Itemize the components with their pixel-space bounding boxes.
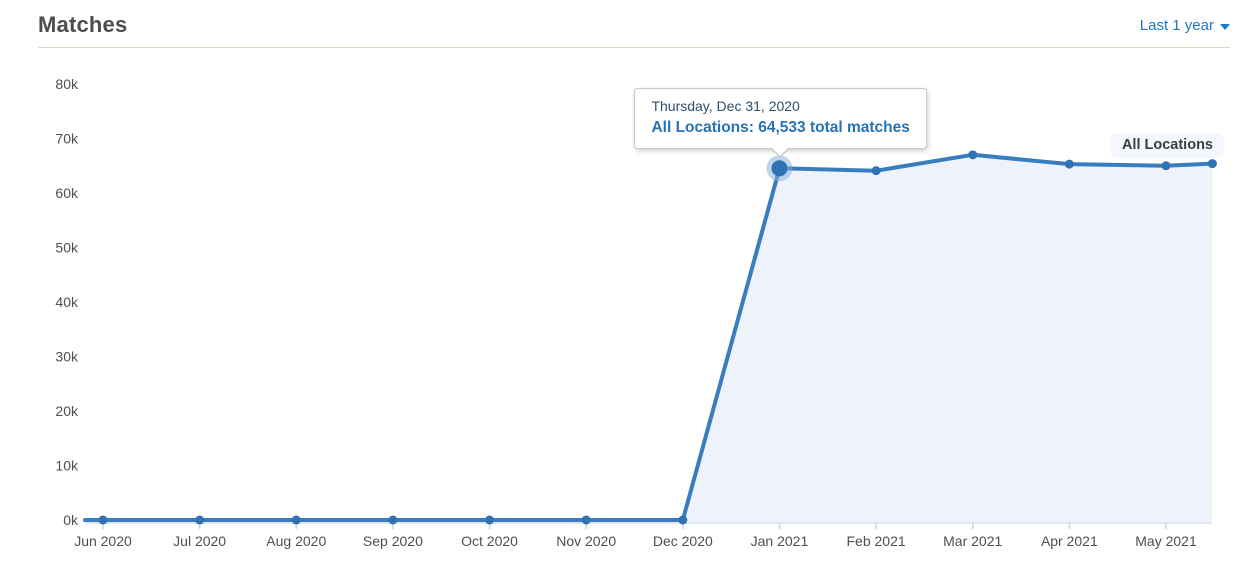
chart-area-fill <box>85 154 1213 523</box>
y-axis-label: 0k <box>63 512 79 528</box>
header-divider <box>38 47 1230 48</box>
data-point[interactable] <box>388 515 398 525</box>
data-point[interactable] <box>291 515 301 525</box>
data-point[interactable] <box>968 150 978 160</box>
data-point[interactable] <box>678 515 688 525</box>
x-axis-label: Oct 2020 <box>461 533 518 549</box>
data-point[interactable] <box>485 515 495 525</box>
y-axis-label: 20k <box>55 403 79 419</box>
y-axis-label: 60k <box>55 185 79 201</box>
y-axis-label: 30k <box>55 349 79 365</box>
x-axis-label: May 2021 <box>1135 533 1197 549</box>
x-axis-label: Feb 2021 <box>847 533 906 549</box>
x-axis-label: Sep 2020 <box>363 533 423 549</box>
x-axis-label: Mar 2021 <box>943 533 1002 549</box>
chart-tooltip: Thursday, Dec 31, 2020 All Locations: 64… <box>634 88 927 158</box>
y-axis-label: 70k <box>55 131 79 147</box>
x-axis-label: Jul 2020 <box>173 533 226 549</box>
series-label-all-locations: All Locations <box>1110 133 1224 158</box>
chevron-down-icon <box>1220 23 1230 30</box>
y-axis-label: 10k <box>55 458 79 474</box>
data-point[interactable] <box>581 515 591 525</box>
y-axis-label: 80k <box>55 76 79 92</box>
y-axis-label: 50k <box>55 240 79 256</box>
data-point[interactable] <box>1207 159 1217 169</box>
x-axis-label: Jan 2021 <box>751 533 809 549</box>
data-point[interactable] <box>1064 159 1074 169</box>
x-axis-label: Aug 2020 <box>266 533 326 549</box>
time-range-label: Last 1 year <box>1139 17 1214 34</box>
tooltip-date: Thursday, Dec 31, 2020 <box>651 98 800 114</box>
data-point[interactable] <box>1161 161 1171 171</box>
time-range-dropdown[interactable]: Last 1 year <box>1140 17 1230 34</box>
tooltip-value-text: All Locations: 64,533 total matches <box>651 119 910 136</box>
data-point-highlighted[interactable] <box>771 160 788 177</box>
page-title: Matches <box>38 12 128 37</box>
data-point[interactable] <box>98 515 108 525</box>
x-axis-label: Dec 2020 <box>653 533 713 549</box>
x-axis-label: Apr 2021 <box>1041 533 1098 549</box>
y-axis-label: 40k <box>55 294 79 310</box>
x-axis-label: Jun 2020 <box>74 533 132 549</box>
chart-line <box>83 152 1215 522</box>
data-point[interactable] <box>871 166 881 176</box>
x-axis-label: Nov 2020 <box>556 533 616 549</box>
data-point[interactable] <box>195 515 205 525</box>
